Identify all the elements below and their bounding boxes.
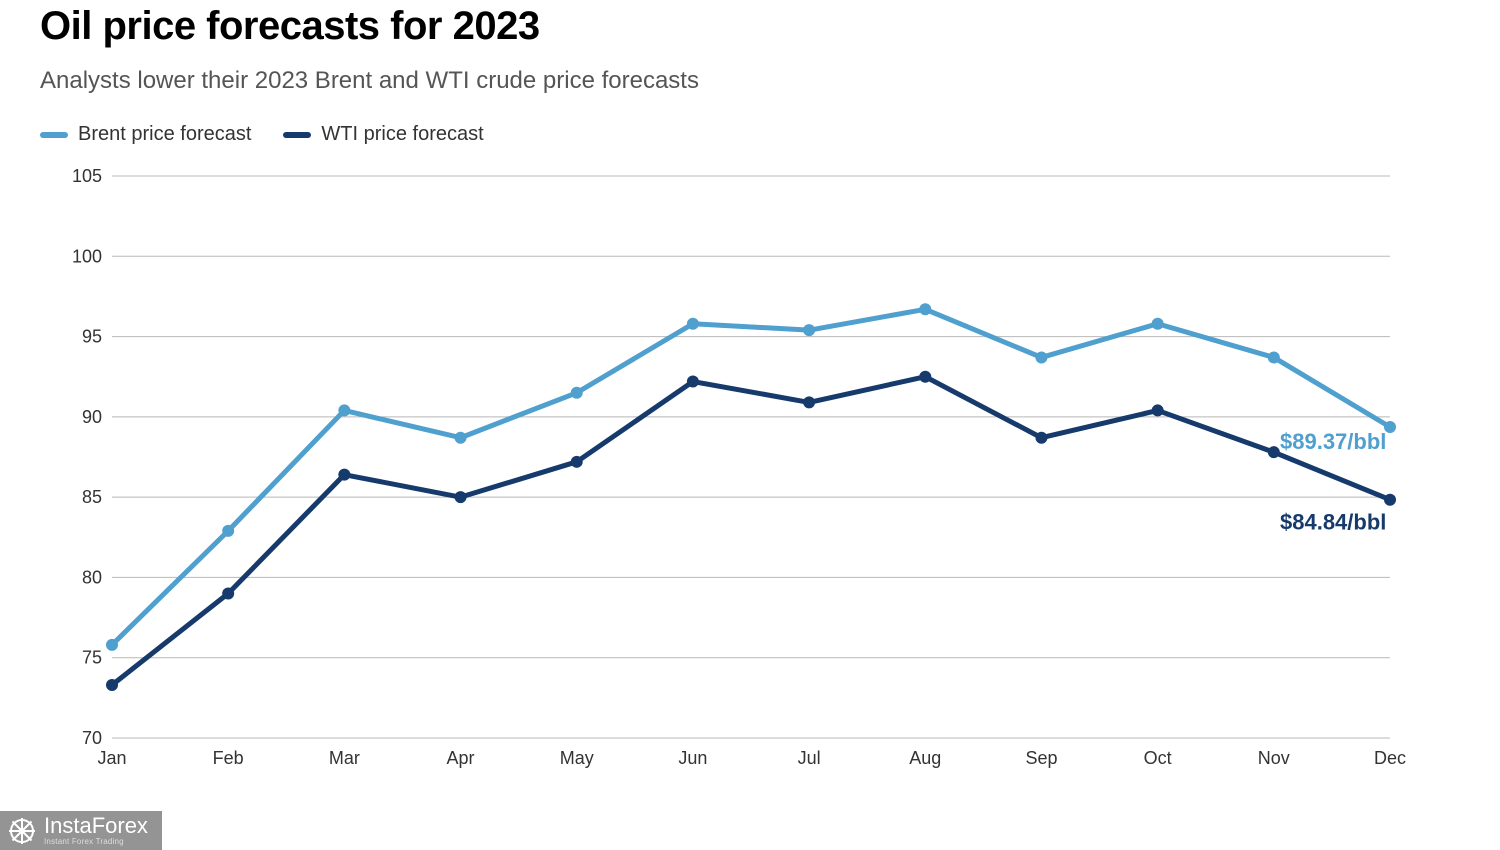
series-marker-wti bbox=[338, 469, 350, 481]
y-tick-label: 80 bbox=[82, 567, 102, 587]
series-marker-brent bbox=[687, 318, 699, 330]
legend-item-brent: Brent price forecast bbox=[40, 123, 251, 146]
series-marker-wti bbox=[1035, 432, 1047, 444]
x-tick-label: Jan bbox=[97, 748, 126, 768]
x-tick-label: Jul bbox=[798, 748, 821, 768]
series-marker-wti bbox=[106, 679, 118, 691]
y-tick-label: 75 bbox=[82, 648, 102, 668]
series-marker-wti bbox=[1384, 494, 1396, 506]
series-marker-brent bbox=[338, 404, 350, 416]
legend-label-brent: Brent price forecast bbox=[78, 123, 251, 146]
series-marker-brent bbox=[455, 432, 467, 444]
x-tick-label: Sep bbox=[1025, 748, 1057, 768]
series-end-label-brent: $89.37/bbl bbox=[1280, 429, 1386, 454]
series-marker-brent bbox=[803, 324, 815, 336]
series-marker-wti bbox=[1268, 446, 1280, 458]
series-marker-wti bbox=[455, 491, 467, 503]
series-marker-wti bbox=[687, 376, 699, 388]
x-tick-label: Nov bbox=[1258, 748, 1290, 768]
series-marker-brent bbox=[1035, 351, 1047, 363]
y-tick-label: 90 bbox=[82, 407, 102, 427]
legend-swatch-wti bbox=[283, 132, 311, 138]
x-tick-label: Feb bbox=[213, 748, 244, 768]
series-marker-wti bbox=[919, 371, 931, 383]
y-tick-label: 70 bbox=[82, 728, 102, 748]
series-marker-brent bbox=[106, 639, 118, 651]
series-line-brent bbox=[112, 309, 1390, 645]
series-marker-brent bbox=[919, 303, 931, 315]
x-tick-label: May bbox=[560, 748, 594, 768]
series-marker-wti bbox=[222, 587, 234, 599]
x-tick-label: Mar bbox=[329, 748, 360, 768]
legend-swatch-brent bbox=[40, 132, 68, 138]
y-tick-label: 100 bbox=[72, 246, 102, 266]
x-tick-label: Jun bbox=[678, 748, 707, 768]
series-line-wti bbox=[112, 377, 1390, 685]
watermark-name: InstaForex bbox=[44, 813, 148, 838]
series-marker-wti bbox=[571, 456, 583, 468]
legend-label-wti: WTI price forecast bbox=[321, 123, 483, 146]
watermark-logo-icon bbox=[8, 817, 36, 845]
series-end-label-wti: $84.84/bbl bbox=[1280, 510, 1386, 535]
chart-subtitle: Analysts lower their 2023 Brent and WTI … bbox=[40, 67, 1460, 95]
x-tick-label: Apr bbox=[447, 748, 475, 768]
watermark: InstaForex Instant Forex Trading bbox=[0, 811, 162, 850]
x-tick-label: Dec bbox=[1374, 748, 1406, 768]
series-marker-brent bbox=[222, 525, 234, 537]
x-tick-label: Oct bbox=[1144, 748, 1172, 768]
series-marker-wti bbox=[803, 396, 815, 408]
watermark-tagline: Instant Forex Trading bbox=[44, 838, 148, 846]
legend-item-wti: WTI price forecast bbox=[283, 123, 483, 146]
chart-plot-area: 70 75 80 85 90 95 100 105 Jan Feb Mar Apr May Jun Jul A… bbox=[40, 156, 1460, 781]
legend: Brent price forecast WTI price forecast bbox=[40, 123, 1460, 146]
series-marker-brent bbox=[1152, 318, 1164, 330]
y-tick-label: 95 bbox=[82, 327, 102, 347]
series-marker-wti bbox=[1152, 404, 1164, 416]
series-marker-brent bbox=[1268, 351, 1280, 363]
x-tick-label: Aug bbox=[909, 748, 941, 768]
chart-title: Oil price forecasts for 2023 bbox=[40, 0, 1460, 49]
chart-container: Oil price forecasts for 2023 Analysts lo… bbox=[0, 0, 1500, 850]
line-chart-svg: 70 75 80 85 90 95 100 105 Jan Feb Mar Apr May Jun Jul A… bbox=[40, 156, 1460, 776]
y-tick-label: 105 bbox=[72, 166, 102, 186]
watermark-text: InstaForex Instant Forex Trading bbox=[44, 815, 148, 846]
series-marker-brent bbox=[571, 387, 583, 399]
y-tick-label: 85 bbox=[82, 487, 102, 507]
